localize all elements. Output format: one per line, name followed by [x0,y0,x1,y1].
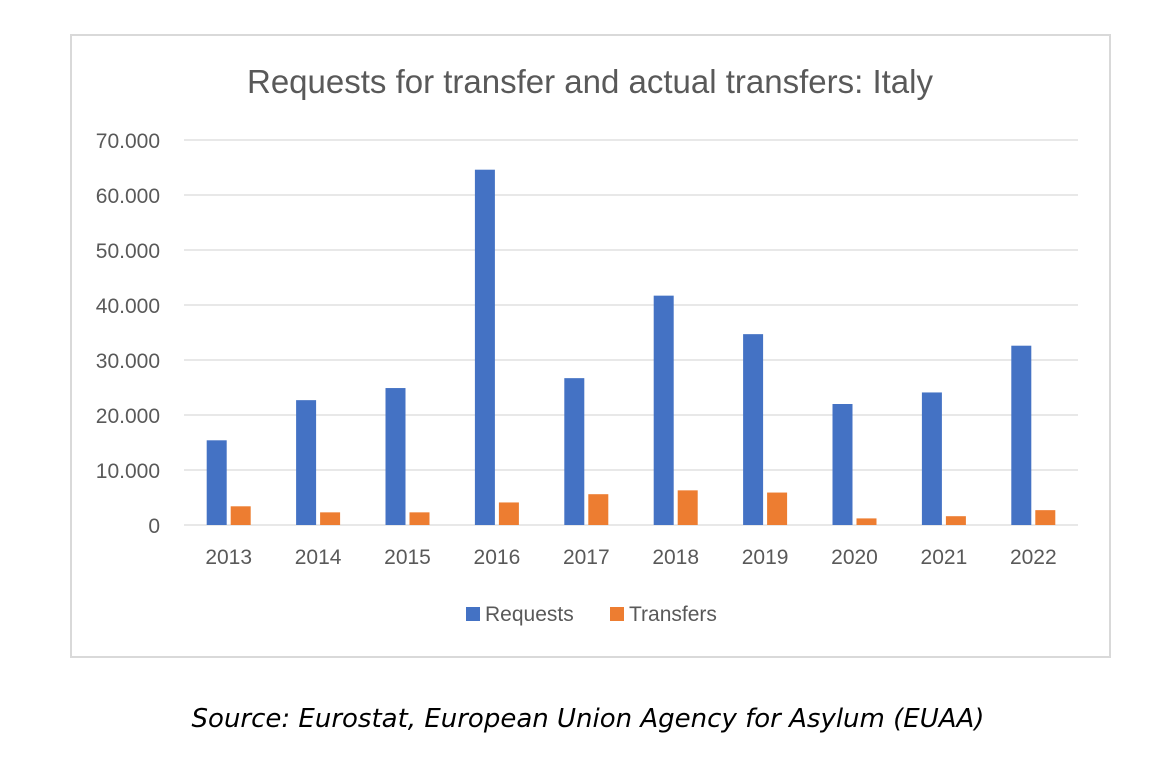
legend: Requests Transfers [466,603,717,626]
bar-transfers-2017 [588,494,609,525]
y-tick-label: 20.000 [96,405,160,428]
y-tick-label: 10.000 [96,460,160,483]
bar-requests-2018 [653,295,674,525]
gridlines [184,139,1078,526]
x-tick-label: 2021 [921,546,968,569]
chart-title: Requests for transfer and actual transfe… [247,63,933,100]
legend-swatch-transfers [610,607,624,621]
legend-label-transfers: Transfers [629,603,717,626]
y-axis-ticks: 0 10.000 20.000 30.000 40.000 50.000 60.000 70.… [96,130,160,538]
legend-label-requests: Requests [485,603,574,626]
bars [206,169,1056,525]
chart: Requests for transfer and actual transfe… [96,63,1078,626]
source-note: Source: Eurostat, European Union Agency … [191,704,985,734]
bar-requests-2015 [385,388,406,525]
bar-transfers-2019 [767,492,788,525]
y-tick-label: 40.000 [96,295,160,318]
x-tick-label: 2019 [742,546,789,569]
x-tick-label: 2018 [652,546,699,569]
bar-transfers-2021 [945,516,966,525]
legend-swatch-requests [466,607,480,621]
x-tick-label: 2016 [474,546,521,569]
x-tick-label: 2017 [563,546,610,569]
bar-transfers-2013 [230,506,251,525]
bar-requests-2021 [921,392,942,525]
bar-transfers-2022 [1035,510,1056,525]
y-tick-label: 30.000 [96,350,160,373]
x-tick-label: 2013 [205,546,252,569]
y-tick-label: 70.000 [96,130,160,153]
bar-requests-2019 [743,334,764,525]
bar-transfers-2015 [409,512,430,525]
x-axis-ticks: 2013 2014 2015 2016 2017 2018 2019 2020 2021 2022 [205,546,1056,569]
bar-requests-2020 [832,404,853,525]
bar-transfers-2014 [320,512,341,525]
bar-requests-2017 [564,378,585,525]
bar-requests-2022 [1011,345,1032,525]
x-tick-label: 2020 [831,546,878,569]
bar-transfers-2020 [856,518,877,525]
y-tick-label: 60.000 [96,185,160,208]
x-tick-label: 2015 [384,546,431,569]
x-tick-label: 2022 [1010,546,1057,569]
bar-transfers-2018 [677,490,698,525]
y-tick-label: 0 [148,515,160,538]
y-tick-label: 50.000 [96,240,160,263]
bar-requests-2016 [474,169,495,525]
bar-transfers-2016 [498,502,519,525]
chart-frame [70,34,1111,658]
bar-requests-2013 [206,440,227,525]
x-tick-label: 2014 [295,546,342,569]
bar-requests-2014 [296,400,317,525]
